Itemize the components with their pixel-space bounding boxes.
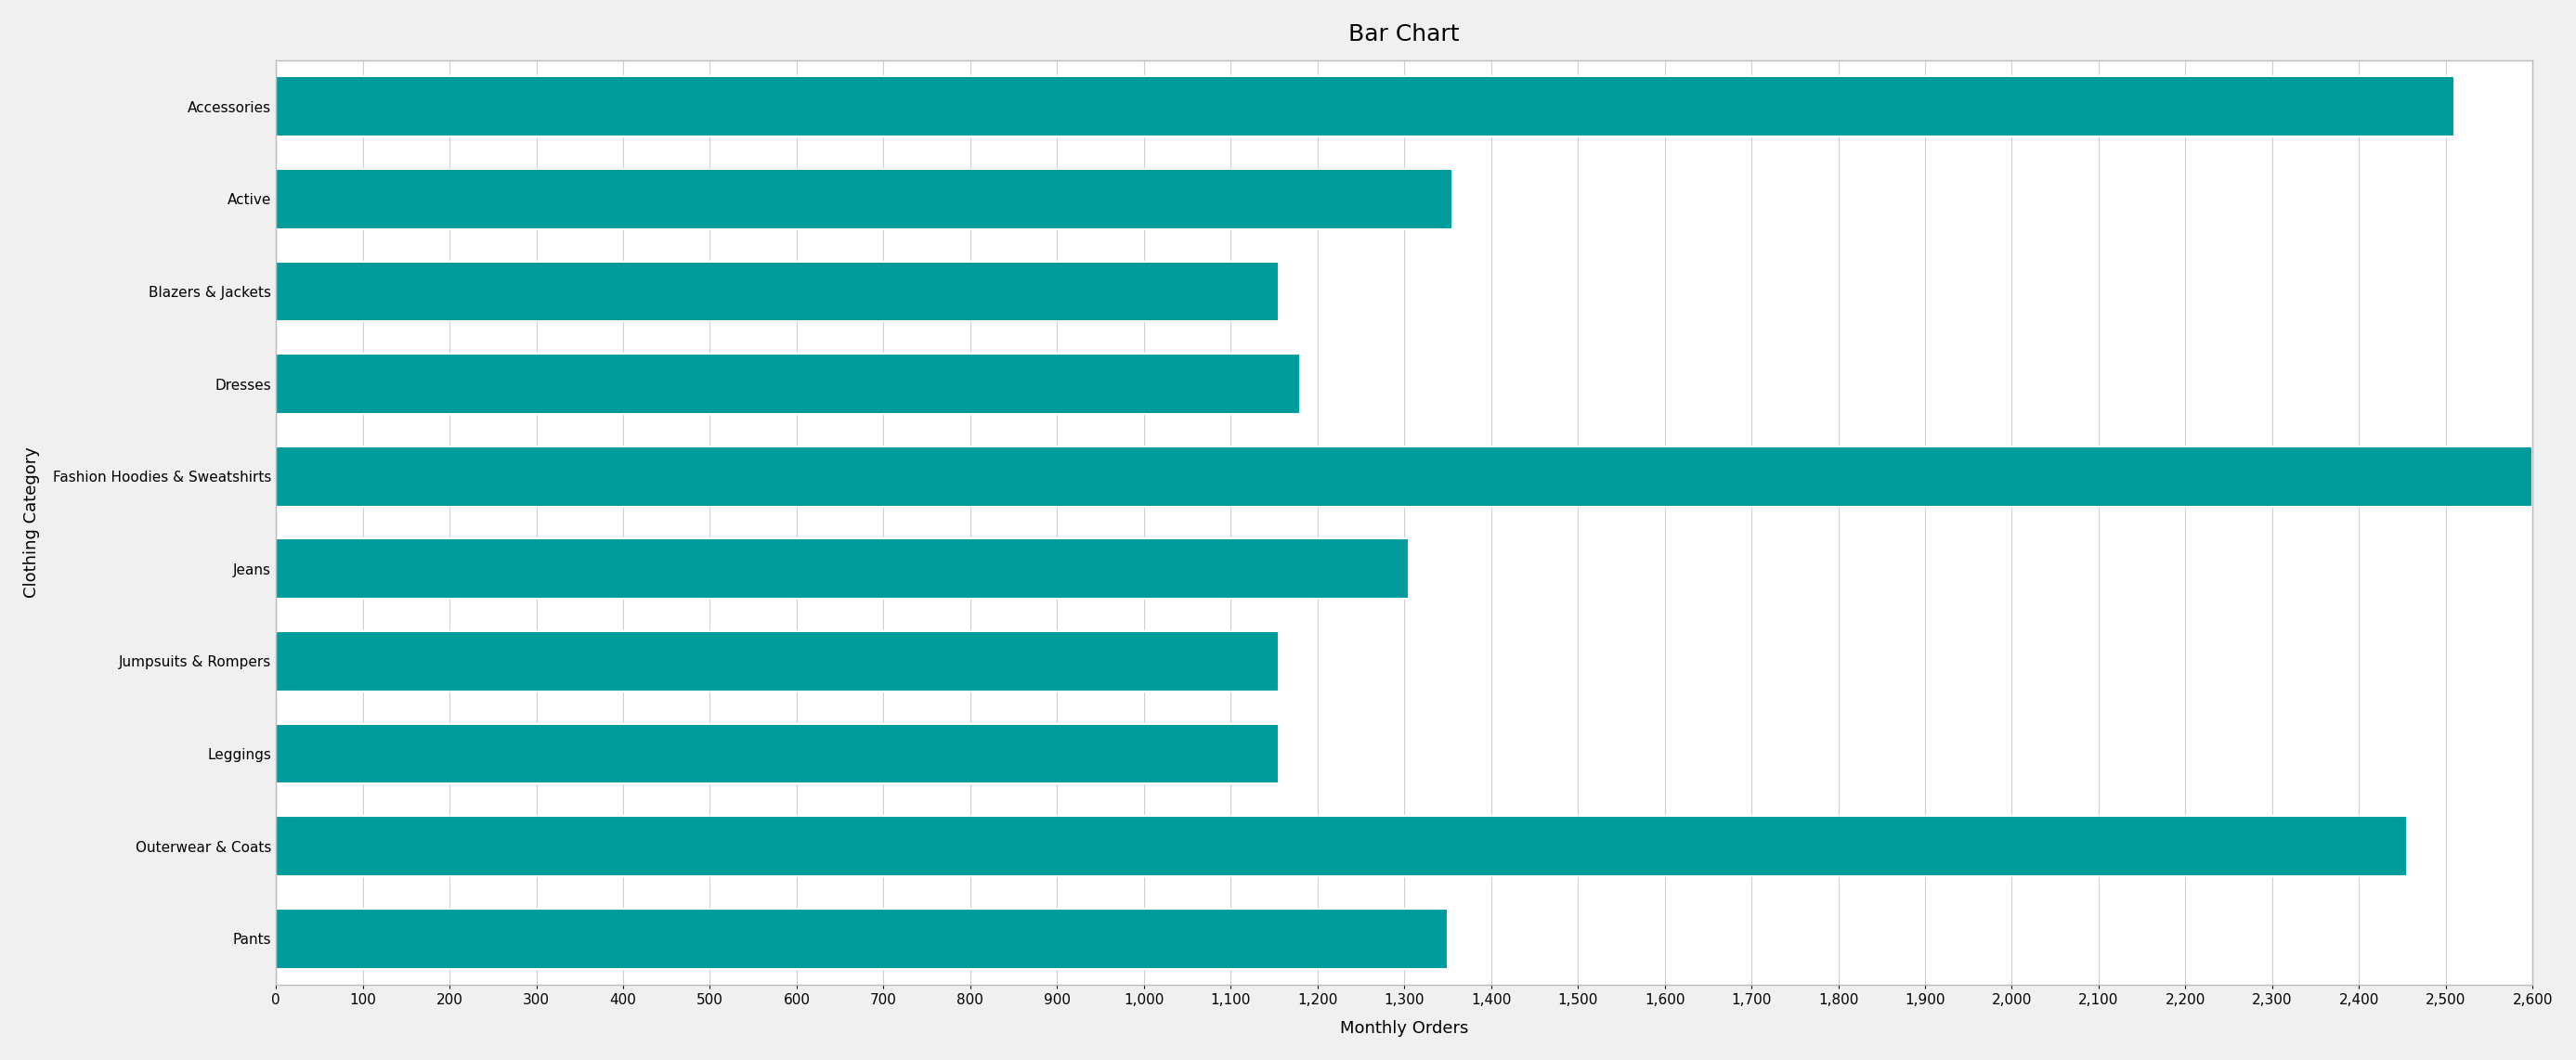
- X-axis label: Monthly Orders: Monthly Orders: [1340, 1020, 1468, 1037]
- Bar: [276, 631, 1278, 691]
- Bar: [276, 908, 1448, 969]
- Title: Bar Chart: Bar Chart: [1350, 23, 1461, 46]
- Bar: [276, 538, 1409, 599]
- Y-axis label: Clothing Category: Clothing Category: [23, 447, 41, 598]
- Bar: [276, 446, 2532, 507]
- Bar: [276, 262, 1278, 321]
- Bar: [276, 76, 2455, 137]
- Bar: [276, 724, 1278, 783]
- Bar: [276, 354, 1301, 413]
- Bar: [276, 816, 2406, 877]
- Bar: [276, 169, 1453, 229]
